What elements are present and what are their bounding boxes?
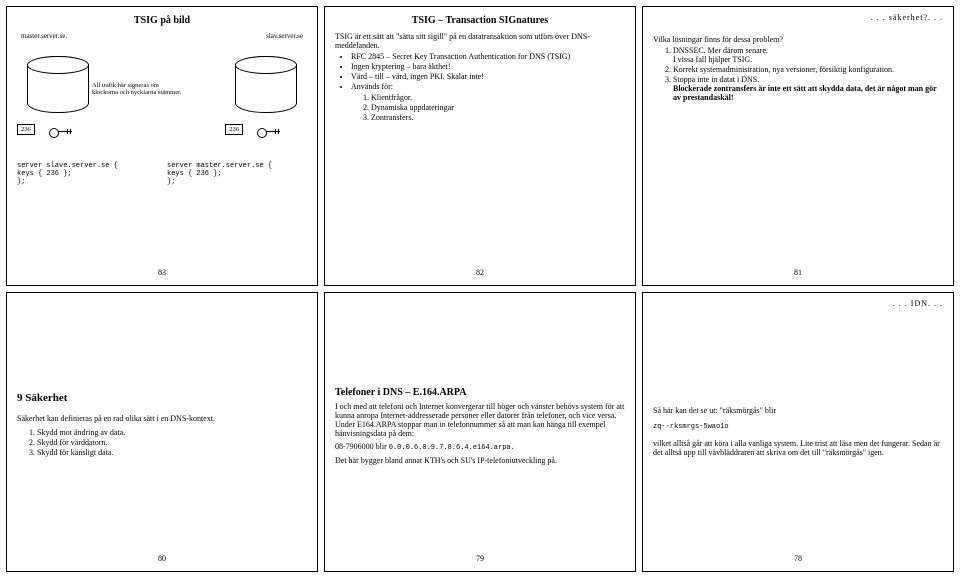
- corner-label: . . . säkerhet?. . .: [871, 13, 943, 22]
- sub-item: Zontransfers.: [371, 113, 625, 122]
- page-number: 81: [653, 264, 943, 277]
- bullet: RFC 2845 – Secret Key Transaction Authen…: [351, 52, 625, 61]
- section-heading: 9 Säkerhet: [17, 392, 307, 404]
- cylinder-master: [27, 56, 89, 113]
- slide-81: . . . säkerhet?. . . Vilka lösningar fin…: [642, 6, 954, 286]
- item-text: Stoppa inte in datat i DNS.: [673, 75, 759, 84]
- code-line: };: [167, 178, 307, 186]
- bullet: Värd – till – värd, ingen PKI. Skalar in…: [351, 72, 625, 81]
- slide-79: Telefoner i DNS – E.164.ARPA I och med a…: [324, 292, 636, 572]
- config-left: server slave.server.se { keys { 236 }; }…: [17, 162, 157, 186]
- corner-label: . . . IDN. . .: [893, 299, 943, 308]
- code-line: };: [17, 178, 157, 186]
- slide-83: TSIG på bild master.server.se. slav.serv…: [6, 6, 318, 286]
- key-icon: [49, 128, 69, 138]
- slide-78: . . . IDN. . . Så här kan det se ut: "rä…: [642, 292, 954, 572]
- key-chip-right: 236: [225, 124, 243, 135]
- key-chip-left: 236: [17, 124, 35, 135]
- slide-title: TSIG på bild: [17, 15, 307, 26]
- list-item: DNSSEC. Mer därom senare. I vissa fall h…: [673, 46, 943, 64]
- sub-item: Dynamiska uppdateringar: [371, 103, 625, 112]
- diagram-note: All trafik här signeras om klockorna och…: [92, 82, 182, 96]
- body-text: Det här bygger bland annat KTH's och SU'…: [335, 456, 625, 465]
- bullet: Ingen kryptering – bara äkthet!: [351, 62, 625, 71]
- config-right: server master.server.se { keys { 236 }; …: [167, 162, 307, 186]
- item-bold: Blockerade zontransfers är inte ett sätt…: [673, 84, 937, 102]
- list-item: Stoppa inte in datat i DNS. Blockerade z…: [673, 75, 943, 102]
- code-line: server master.server.se {: [167, 162, 307, 170]
- page-number: 79: [335, 550, 625, 563]
- intro-text: Säkerhet kan definieras på en rad olika …: [17, 414, 307, 423]
- cylinder-slave: [235, 56, 297, 113]
- text-span: 08-7906000 blir: [335, 442, 389, 451]
- item-text: I vissa fall hjälper TSIG.: [673, 55, 752, 64]
- body-text: 08-7906000 blir 0.0.0.6.0.9.7.8.6.4.e164…: [335, 442, 625, 452]
- intro-text: TSIG är ett sätt att "sätta sitt sigill"…: [335, 32, 625, 50]
- slide-title: TSIG – Transaction SIGnatures: [335, 15, 625, 26]
- slave-label: slav.server.se: [266, 32, 303, 40]
- slide-title: Telefoner i DNS – E.164.ARPA: [335, 387, 625, 398]
- page-number: 80: [17, 550, 307, 563]
- body-text: Så här kan det se ut: "räksmörgås" blir: [653, 406, 943, 415]
- master-label: master.server.se.: [21, 32, 67, 40]
- code-line: keys { 236 };: [167, 170, 307, 178]
- bullet: Används för: Klientfrågor. Dynamiska upp…: [351, 82, 625, 122]
- code-line: keys { 236 };: [17, 170, 157, 178]
- page-number: 83: [17, 264, 307, 277]
- list-item: Skydd för värddatorn.: [37, 438, 307, 447]
- page-number: 82: [335, 264, 625, 277]
- list-item: Skydd för känsligt data.: [37, 448, 307, 457]
- slide-82: TSIG – Transaction SIGnatures TSIG är et…: [324, 6, 636, 286]
- item-text: DNSSEC. Mer därom senare.: [673, 46, 768, 55]
- code-line: zq--rksmrgs-5wao1o: [653, 423, 943, 431]
- body-text: vilket alltså går att köra i alla vanlig…: [653, 439, 943, 457]
- slide-80: 9 Säkerhet Säkerhet kan definieras på en…: [6, 292, 318, 572]
- code-span: 0.0.0.6.0.9.7.8.6.4.e164.arpa.: [389, 444, 515, 452]
- sub-item: Klientfrågor.: [371, 93, 625, 102]
- key-icon: [257, 128, 277, 138]
- body-text: I och med att telefoni och Internet konv…: [335, 402, 625, 438]
- bullet-label: Används för:: [351, 82, 393, 91]
- code-line: server slave.server.se {: [17, 162, 157, 170]
- page-number: 78: [653, 550, 943, 563]
- list-item: Korrekt systemadministration, nya versio…: [673, 65, 943, 74]
- tsig-diagram: master.server.se. slav.server.se All tra…: [17, 32, 307, 232]
- question-text: Vilka lösningar finns för dessa problem?: [653, 35, 943, 44]
- list-item: Skydd mot ändring av data.: [37, 428, 307, 437]
